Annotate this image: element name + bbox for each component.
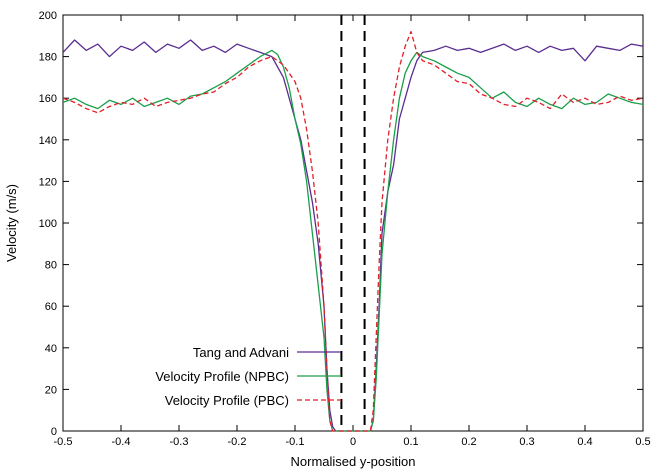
series-line-2 (62, 30, 644, 432)
x-tick-labels: -0.5 -0.4 -0.3 -0.2 -0.1 0 0.1 0.2 0.3 0.4 0.5 (54, 436, 651, 448)
y-tick-label: 60 (45, 301, 57, 313)
y-tick-label: 40 (45, 343, 57, 355)
boundary-markers (340, 15, 366, 431)
legend: Tang and Advani Velocity Profile (NPBC) Ve… (155, 345, 341, 408)
axis-ticks (62, 14, 644, 432)
x-tick-label: 0 (350, 436, 356, 448)
y-tick-label: 80 (45, 260, 57, 272)
y-tick-label: 100 (39, 218, 57, 230)
series-line-0 (62, 39, 644, 432)
x-tick-label: 0.3 (519, 436, 534, 448)
y-tick-label: 120 (39, 176, 57, 188)
legend-label: Tang and Advani (193, 345, 289, 360)
y-tick-label: 140 (39, 135, 57, 147)
x-tick-label: 0.4 (577, 436, 592, 448)
x-tick-label: -0.3 (170, 436, 189, 448)
legend-label: Velocity Profile (NPBC) (155, 369, 289, 384)
y-tick-labels: 0 20 40 60 80 100 120 140 160 180 200 (39, 10, 57, 438)
x-tick-label: -0.2 (228, 436, 247, 448)
y-tick-label: 20 (45, 384, 57, 396)
x-tick-label: -0.1 (286, 436, 305, 448)
x-tick-label: 0.2 (461, 436, 476, 448)
y-tick-label: 200 (39, 10, 57, 22)
legend-label: Velocity Profile (PBC) (165, 393, 289, 408)
x-tick-label: 0.1 (403, 436, 418, 448)
x-axis-label: Normalised y-position (291, 454, 416, 469)
x-tick-label: -0.5 (54, 436, 73, 448)
y-tick-label: 0 (51, 426, 57, 438)
plot-frame (62, 14, 644, 432)
y-tick-label: 160 (39, 93, 57, 105)
series-line-1 (62, 49, 644, 432)
x-tick-label: -0.4 (112, 436, 131, 448)
series-lines (62, 30, 644, 432)
y-axis-label: Velocity (m/s) (4, 184, 19, 262)
y-tick-label: 180 (39, 52, 57, 64)
x-tick-label: 0.5 (635, 436, 650, 448)
